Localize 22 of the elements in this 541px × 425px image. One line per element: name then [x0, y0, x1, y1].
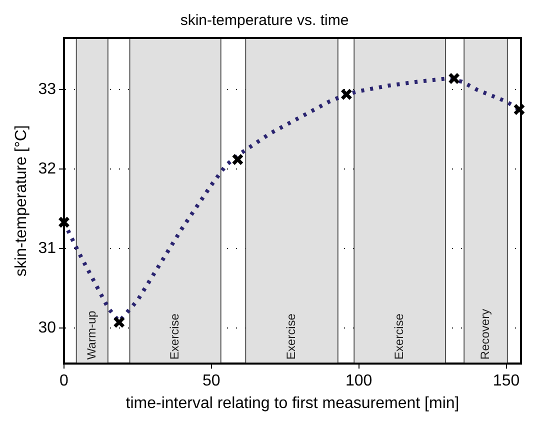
point — [340, 88, 352, 100]
point — [58, 216, 70, 228]
band-label: Exercise — [392, 313, 406, 360]
y-axis-title: skin-temperature [°C] — [13, 125, 30, 276]
x-tick-label: 100 — [345, 372, 372, 390]
point — [513, 103, 526, 116]
point — [232, 154, 244, 166]
band-label: Exercise — [284, 313, 298, 360]
point — [448, 72, 460, 84]
x-tick-label: 50 — [202, 372, 220, 390]
x-tick-label: 0 — [60, 372, 69, 390]
band-label: Exercise — [168, 313, 182, 360]
band-label: Warm-up — [84, 310, 98, 360]
point — [113, 316, 126, 328]
y-tick-label: 32 — [38, 160, 56, 178]
chart-title: skin-temperature vs. time — [180, 12, 349, 30]
x-axis-title: time-interval relating to first measurement [min] — [126, 394, 460, 412]
y-tick-label: 30 — [38, 319, 56, 336]
band-label: Recovery — [478, 308, 492, 360]
x-tick-label: 150 — [492, 372, 520, 390]
y-tick-label: 31 — [38, 240, 56, 257]
y-tick-label: 33 — [38, 81, 56, 98]
